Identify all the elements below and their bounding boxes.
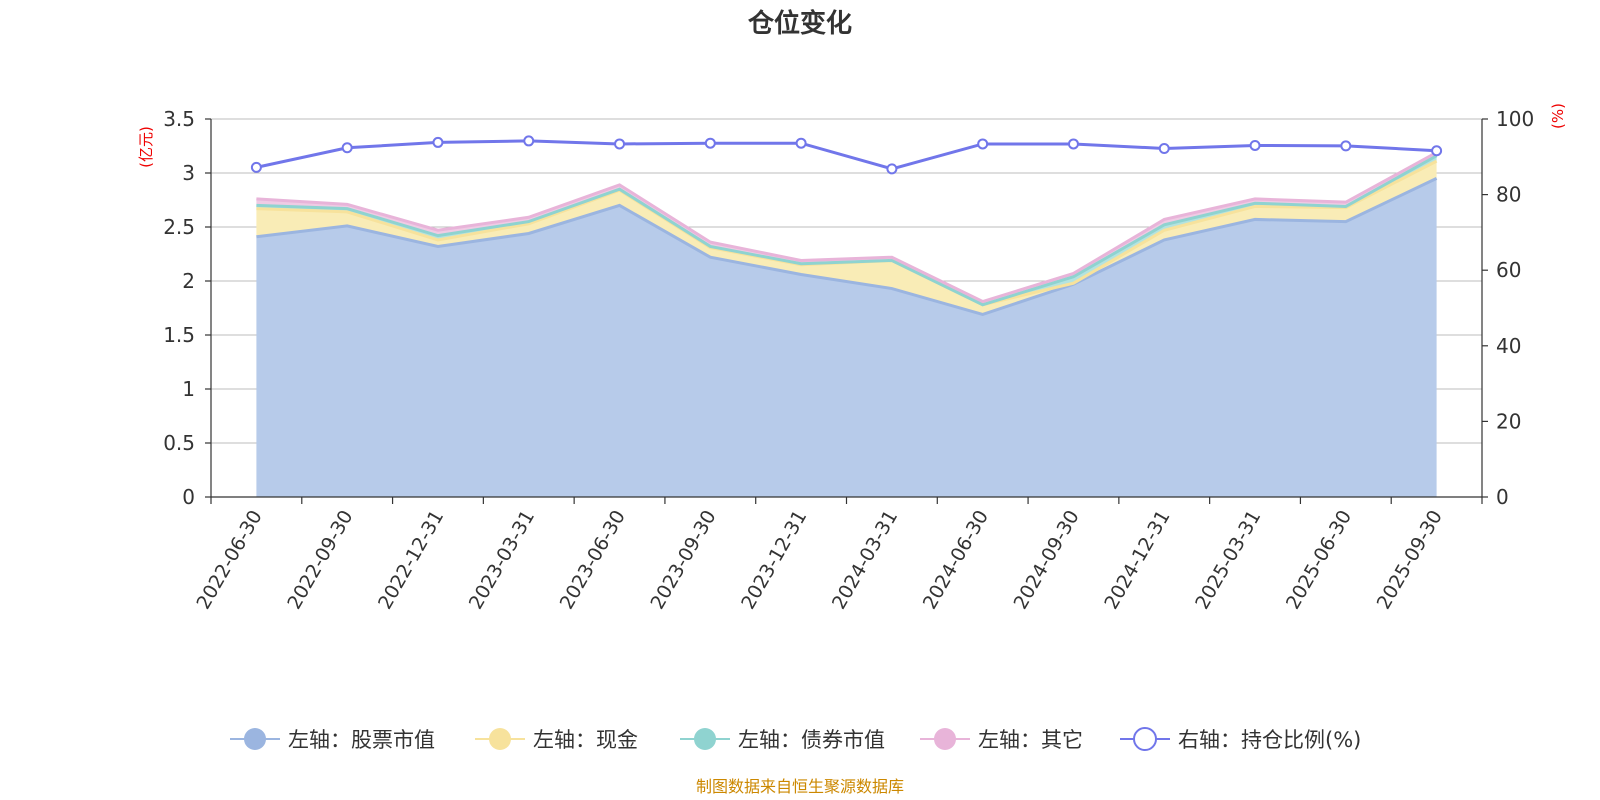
right-tick-label: 80 xyxy=(1496,183,1521,207)
left-tick-label: 2 xyxy=(182,269,195,293)
legend: 左轴：股票市值 左轴：现金 左轴：债券市值 左轴：其它 右轴：持仓比例(%) xyxy=(230,727,1361,752)
left-tick-label: 2.5 xyxy=(163,215,195,239)
left-tick-label: 1.5 xyxy=(163,323,195,347)
x-tick-label: 2025-09-30 xyxy=(1373,507,1447,614)
ratio-point xyxy=(1431,145,1443,157)
stacked-area-layer xyxy=(256,151,1438,497)
ratio-point xyxy=(432,136,444,148)
right-tick-label: 100 xyxy=(1496,107,1534,131)
ratio-point xyxy=(1249,139,1261,151)
ratio-point xyxy=(886,163,898,175)
right-tick-label: 0 xyxy=(1496,485,1509,509)
ratio-line-layer xyxy=(250,135,1443,175)
x-tick-label: 2024-03-31 xyxy=(828,507,902,614)
right-tick-label: 40 xyxy=(1496,334,1521,358)
ratio-point xyxy=(250,161,262,173)
legend-swatch-marker xyxy=(244,728,266,750)
legend-label: 左轴：股票市值 xyxy=(288,728,435,752)
legend-item: 左轴：股票市值 xyxy=(230,728,435,752)
left-tick-label: 0.5 xyxy=(163,431,195,455)
x-tick-label: 2022-09-30 xyxy=(283,507,357,614)
ratio-point xyxy=(977,138,989,150)
ratio-point xyxy=(523,135,535,147)
x-tick-label: 2023-06-30 xyxy=(556,507,630,614)
legend-swatch-marker xyxy=(934,728,956,750)
legend-label: 右轴：持仓比例(%) xyxy=(1178,728,1361,752)
x-tick-label: 2025-06-30 xyxy=(1282,507,1356,614)
left-tick-label: 3 xyxy=(182,161,195,185)
legend-label: 左轴：现金 xyxy=(533,728,638,752)
legend-label: 左轴：债券市值 xyxy=(738,728,885,752)
ratio-point xyxy=(795,137,807,149)
x-tick-label: 2024-06-30 xyxy=(919,507,993,614)
source-note: 制图数据来自恒生聚源数据库 xyxy=(696,777,904,796)
legend-item: 右轴：持仓比例(%) xyxy=(1120,727,1361,752)
right-tick-label: 60 xyxy=(1496,258,1521,282)
ratio-point xyxy=(1158,142,1170,154)
x-tick-label: 2025-03-31 xyxy=(1191,507,1265,614)
left-axis-unit: (亿元) xyxy=(137,126,155,168)
ratio-line xyxy=(256,139,1437,171)
chart-title: 仓位变化 xyxy=(747,8,852,39)
left-tick-label: 1 xyxy=(182,377,195,401)
ratio-point xyxy=(704,137,716,149)
ratio-point xyxy=(1340,140,1352,152)
left-tick-label: 0 xyxy=(182,485,195,509)
legend-item: 左轴：其它 xyxy=(920,728,1083,752)
area-edge xyxy=(256,177,1438,317)
legend-swatch-marker xyxy=(489,728,511,750)
area-edge xyxy=(256,151,1438,304)
x-tick-label: 2023-03-31 xyxy=(465,507,539,614)
x-tick-label: 2022-12-31 xyxy=(374,507,448,614)
x-tick-label: 2024-12-31 xyxy=(1100,507,1174,614)
legend-item: 左轴：债券市值 xyxy=(680,728,885,752)
right-tick-label: 20 xyxy=(1496,409,1521,433)
legend-swatch-marker xyxy=(1133,727,1157,751)
legend-swatch-marker xyxy=(694,728,716,750)
left-tick-label: 3.5 xyxy=(163,107,195,131)
area-edge xyxy=(256,154,1438,307)
legend-label: 左轴：其它 xyxy=(978,728,1083,752)
x-tick-label: 2023-09-30 xyxy=(646,507,720,614)
ratio-point xyxy=(614,138,626,150)
right-axis-unit: (%) xyxy=(1549,103,1567,129)
area-fill xyxy=(256,178,1437,497)
ratio-point xyxy=(1067,138,1079,150)
x-tick-label: 2024-09-30 xyxy=(1010,507,1084,614)
legend-item: 左轴：现金 xyxy=(475,728,638,752)
x-tick-label: 2023-12-31 xyxy=(737,507,811,614)
x-tick-label: 2022-06-30 xyxy=(192,507,266,614)
ratio-point xyxy=(341,142,353,154)
